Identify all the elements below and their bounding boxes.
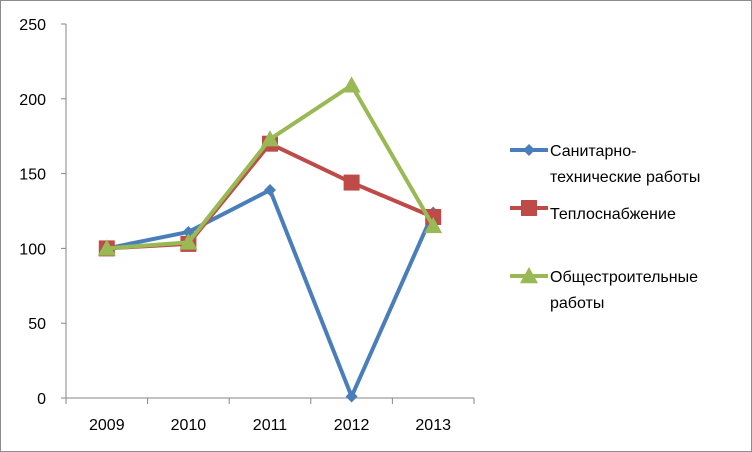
- legend-item-1: Санитарно-технические работы: [510, 143, 700, 186]
- x-tick-label: 2011: [253, 417, 288, 434]
- y-tick-label: 100: [19, 241, 46, 258]
- x-tick-label: 2013: [415, 417, 451, 434]
- data-point: [264, 184, 276, 197]
- legend-marker: [521, 200, 537, 216]
- legend-label: работы: [550, 295, 604, 312]
- data-point: [342, 76, 361, 93]
- legend-item-2: Теплоснабжение: [510, 200, 676, 223]
- data-point: [182, 225, 195, 238]
- y-tick-label: 250: [19, 17, 46, 34]
- legend: Санитарно-технические работы Теплоснабжен…: [510, 143, 700, 312]
- series-line: [106, 83, 435, 251]
- legend-item-3: Общестроительные работы: [510, 267, 698, 312]
- legend-label: Общестроительные: [550, 269, 698, 286]
- legend-marker: [523, 144, 535, 156]
- x-axis-tick-labels: 2009 2010 2011 2012 2013: [89, 417, 451, 434]
- series-group: [97, 76, 443, 403]
- legend-label: Санитарно-: [550, 143, 636, 160]
- legend-label: технические работы: [550, 169, 700, 186]
- data-point: [343, 174, 360, 191]
- x-tick-label: 2009: [89, 417, 125, 434]
- series-line: [106, 188, 436, 399]
- x-tick-label: 2010: [171, 417, 207, 434]
- series-3: [97, 76, 443, 256]
- axes: [61, 23, 475, 404]
- data-point: [179, 233, 198, 250]
- legend-marker: [520, 267, 538, 284]
- y-tick-label: 50: [28, 316, 46, 333]
- data-point: [261, 130, 279, 147]
- x-tick-label: 2012: [334, 417, 370, 434]
- legend-label: Теплоснабжение: [550, 206, 676, 223]
- data-point: [345, 390, 358, 403]
- data-point: [424, 216, 443, 234]
- series-1: [100, 184, 440, 403]
- y-tick-label: 200: [19, 92, 46, 109]
- data-point: [97, 239, 116, 256]
- y-tick-label: 150: [19, 167, 46, 184]
- y-axis-tick-labels: 0 50 100 150 200 250: [19, 17, 46, 408]
- y-tick-label: 0: [37, 391, 46, 408]
